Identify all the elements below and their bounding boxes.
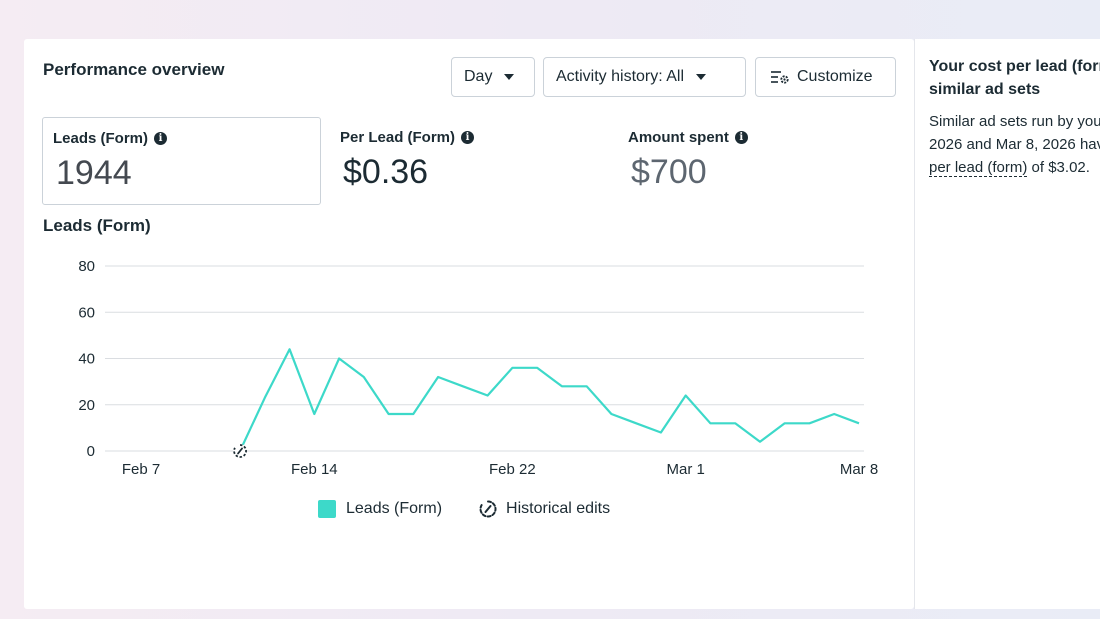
activity-history-dropdown[interactable]: Activity history: All xyxy=(543,57,746,97)
metric-amount-spent[interactable]: Amount spent i $700 xyxy=(618,117,897,205)
activity-history-label: Activity history: All xyxy=(556,68,685,85)
insight-side-panel: Your cost per lead (form) is lower than … xyxy=(914,39,1100,609)
x-tick-label: Feb 22 xyxy=(489,461,536,478)
info-icon[interactable]: i xyxy=(154,132,168,145)
chart-title: Leads (Form) xyxy=(43,216,151,235)
metric-leads-value: 1944 xyxy=(56,154,132,192)
metric-per-lead-label-text: Per Lead (Form) xyxy=(340,129,456,146)
caret-down-icon xyxy=(696,74,707,80)
x-tick-label: Mar 8 xyxy=(840,461,878,478)
median-cost-link[interactable]: median cost per lead (form) xyxy=(929,136,1100,177)
y-tick-label: 0 xyxy=(87,443,95,460)
metric-amount-label: Amount spent i xyxy=(628,129,748,146)
y-tick-label: 60 xyxy=(78,304,95,321)
insight-title: Your cost per lead (form) is lower than … xyxy=(929,58,1100,98)
info-icon[interactable]: i xyxy=(734,131,748,144)
historical-edit-marker xyxy=(233,444,248,458)
x-tick-label: Feb 14 xyxy=(291,461,338,478)
x-tick-label: Feb 7 xyxy=(122,461,160,478)
historical-edits-icon xyxy=(479,500,497,518)
performance-overview-card: Performance overview Day Activity histor… xyxy=(24,39,914,609)
insight-body: Similar ad sets run by you between Feb 1… xyxy=(929,110,1100,179)
metric-leads-label-text: Leads (Form) xyxy=(53,130,149,147)
day-dropdown-label: Day xyxy=(464,68,493,85)
x-tick-label: Mar 1 xyxy=(667,461,705,478)
metric-per-lead[interactable]: Per Lead (Form) i $0.36 xyxy=(330,117,609,205)
info-icon[interactable]: i xyxy=(461,131,475,144)
metric-leads-label: Leads (Form) i xyxy=(53,130,168,147)
insight-body-suffix: of $3.02. xyxy=(1027,159,1090,176)
legend-edits-label[interactable]: Historical edits xyxy=(506,500,611,517)
customize-label: Customize xyxy=(797,68,873,85)
metric-amount-value: $700 xyxy=(631,153,707,191)
insight-body-prefix: Similar ad sets run by you between Feb 1… xyxy=(929,113,1100,153)
leads-line-chart: 0 20 40 60 80 Feb 7 Feb 14 Feb 22 Mar 1 Mar 8 xyxy=(78,258,878,478)
metric-amount-label-text: Amount spent xyxy=(628,129,729,146)
y-tick-label: 20 xyxy=(78,397,95,414)
metric-leads-form[interactable]: Leads (Form) i 1944 xyxy=(42,117,321,205)
y-tick-label: 40 xyxy=(78,351,95,368)
customize-gear-icon xyxy=(771,71,789,84)
card-title: Performance overview xyxy=(43,60,225,79)
customize-button[interactable]: Customize xyxy=(755,57,896,97)
metric-per-lead-value: $0.36 xyxy=(343,153,429,191)
legend-swatch xyxy=(318,500,336,518)
y-tick-label: 80 xyxy=(78,258,95,275)
caret-down-icon xyxy=(504,74,515,80)
day-dropdown[interactable]: Day xyxy=(451,57,535,97)
metric-per-lead-label: Per Lead (Form) i xyxy=(340,129,475,146)
series-line-leads-form xyxy=(239,348,860,452)
chart-legend: Leads (Form) Historical edits xyxy=(318,499,610,519)
legend-series-label[interactable]: Leads (Form) xyxy=(346,500,443,517)
